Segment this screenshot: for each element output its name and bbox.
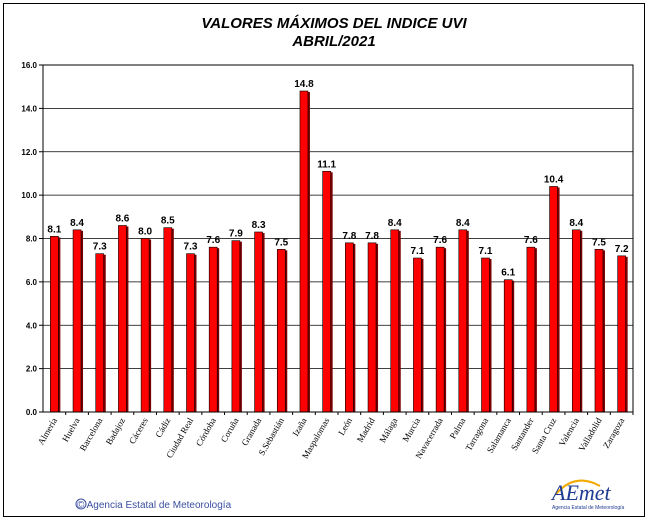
bar — [163, 227, 173, 413]
x-tick-label: León — [336, 416, 354, 437]
bar — [254, 231, 263, 413]
bar — [526, 246, 536, 413]
x-tick-label: Valencia — [557, 416, 581, 448]
bar — [72, 229, 82, 413]
y-tick-label: 4.0 — [26, 321, 38, 330]
bar — [571, 229, 581, 413]
y-axis-ticks: 0.0 2.0 4.0 6.0 8.0 10.0 12.0 14.0 16.0 — [21, 61, 43, 417]
plot-border — [42, 64, 634, 413]
data-label: 6.1 — [501, 268, 515, 279]
x-tick-label: Granada — [239, 416, 263, 447]
y-tick-label: 12.0 — [21, 148, 37, 157]
data-label: 8.3 — [252, 220, 266, 231]
bar — [549, 186, 558, 413]
data-label: 8.1 — [47, 224, 61, 235]
bar — [299, 90, 309, 413]
x-tick-label: Izaña — [290, 416, 308, 438]
bar — [95, 253, 105, 413]
copyright-text: © Agencia Estatal de Meteorología — [77, 500, 232, 511]
bar — [367, 242, 377, 413]
x-tick-label: Córdoba — [194, 416, 218, 448]
x-tick-label: Málaga — [377, 416, 399, 444]
x-tick-label: Cáceres — [127, 416, 150, 446]
data-label: 8.6 — [115, 213, 129, 224]
bars — [50, 90, 628, 413]
data-label: 7.8 — [342, 231, 356, 242]
data-label: 14.8 — [294, 79, 314, 90]
y-tick-label: 0.0 — [26, 408, 38, 417]
chart-title: VALORES MÁXIMOS DEL INDICE UVI — [201, 15, 467, 32]
data-label: 7.1 — [410, 246, 424, 257]
y-tick-label: 6.0 — [26, 278, 38, 287]
x-tick-label: Zaragoza — [601, 416, 626, 450]
bar — [481, 257, 490, 413]
chart-frame — [3, 3, 645, 517]
y-tick-label: 16.0 — [21, 61, 37, 70]
data-label: 8.0 — [138, 227, 152, 238]
data-label: 8.4 — [388, 218, 402, 229]
bar — [208, 246, 218, 413]
bar — [617, 255, 626, 413]
logo-arc-icon — [555, 479, 601, 495]
bar — [458, 229, 468, 413]
data-label: 7.3 — [93, 242, 107, 253]
bar — [503, 279, 513, 413]
x-tick-label: Palma — [448, 416, 468, 440]
data-label: 8.5 — [161, 216, 175, 227]
bar — [435, 246, 445, 413]
logo-subtext: Agencia Estatal de Meteorología — [552, 505, 624, 511]
data-label: 7.9 — [229, 229, 243, 240]
data-label: 7.6 — [206, 235, 220, 246]
data-label: 10.4 — [544, 174, 564, 185]
bar — [390, 229, 400, 413]
x-tick-label: Huelva — [60, 416, 82, 444]
bar — [322, 170, 331, 413]
x-tick-label: Coruña — [219, 416, 241, 444]
data-label: 8.4 — [456, 218, 470, 229]
data-label: 7.5 — [274, 237, 288, 248]
data-label: 7.6 — [524, 235, 538, 246]
y-tick-label: 2.0 — [26, 365, 38, 374]
y-tick-label: 14.0 — [21, 104, 37, 113]
data-label: 7.2 — [615, 244, 629, 255]
x-tick-label: Madrid — [355, 416, 377, 444]
aemet-logo: AEmet Agencia Estatal de Meteorología — [550, 479, 624, 511]
data-label: 7.3 — [184, 242, 198, 253]
data-label: 11.1 — [317, 159, 336, 170]
bar — [594, 249, 604, 413]
data-label: 7.1 — [479, 246, 493, 257]
data-label: 8.4 — [70, 218, 84, 229]
bar — [50, 236, 59, 413]
x-tick-label: Cádiz — [153, 416, 172, 439]
y-tick-label: 8.0 — [26, 235, 38, 244]
data-label: 7.5 — [592, 237, 606, 248]
bar — [276, 249, 286, 413]
y-tick-label: 10.0 — [21, 191, 37, 200]
bar — [140, 238, 150, 413]
logo-text: AEmet — [550, 480, 612, 505]
data-label: 7.8 — [365, 231, 379, 242]
bar — [345, 242, 354, 413]
copyright-icon — [75, 498, 87, 510]
bar — [413, 257, 422, 413]
x-tick-label: Badajoz — [104, 416, 127, 447]
bar — [186, 253, 195, 413]
x-tick-label: Almería — [36, 416, 59, 447]
bar — [231, 240, 241, 413]
data-label: 7.6 — [433, 235, 447, 246]
chart-subtitle: ABRIL/2021 — [291, 33, 375, 50]
x-tick-label: Murcia — [400, 416, 422, 444]
x-tick-label: Barcelona — [78, 416, 105, 453]
copyright-footer: © Agencia Estatal de Meteorología — [75, 498, 232, 511]
data-label: 8.4 — [569, 218, 583, 229]
bar — [118, 225, 127, 413]
data-labels: 8.1 8.4 7.3 8.6 8.0 8.5 7.3 7.6 7.9 8.3 7.5 14.8 11.… — [47, 79, 629, 279]
